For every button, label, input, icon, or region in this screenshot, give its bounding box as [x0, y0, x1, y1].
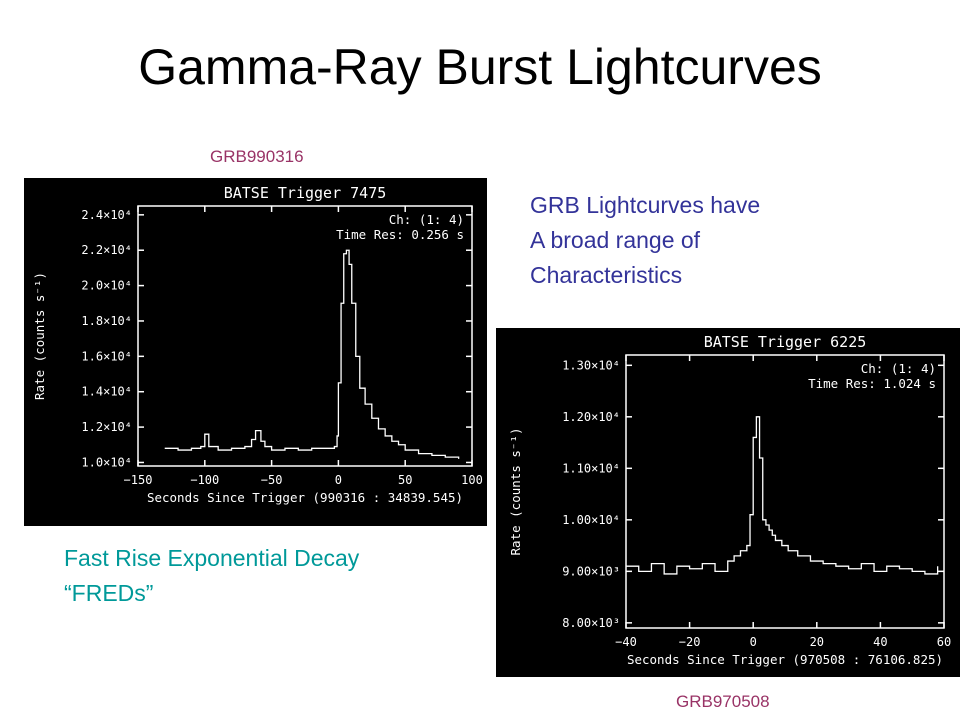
- y-tick-label: 1.8×10⁴: [81, 314, 132, 328]
- y-tick-label: 1.30×10⁴: [562, 358, 620, 372]
- y-tick-label: 2.2×10⁴: [81, 243, 132, 257]
- grb970508-label: GRB970508: [676, 692, 770, 711]
- x-axis-label: Seconds Since Trigger (970508 : 76106.82…: [627, 652, 943, 667]
- x-tick-label: 0: [750, 635, 757, 649]
- y-tick-label: 1.00×10⁴: [562, 513, 620, 527]
- x-tick-label: −40: [615, 635, 637, 649]
- description-line-3: Characteristics: [530, 262, 683, 288]
- chart-title: BATSE Trigger 6225: [704, 333, 867, 351]
- x-tick-label: 60: [937, 635, 951, 649]
- y-tick-label: 1.2×10⁴: [81, 420, 132, 434]
- y-tick-label: 1.4×10⁴: [81, 385, 132, 399]
- chart-info-text: Time Res: 0.256 s: [336, 227, 464, 242]
- chart-info-text: Time Res: 1.024 s: [808, 376, 936, 391]
- chart-panel-6225: BATSE Trigger 6225 Ch: (1: 4) Time Res: 1.…: [496, 328, 960, 677]
- y-tick-label: 1.0×10⁴: [81, 455, 132, 469]
- lightcurve-series: [164, 249, 460, 459]
- y-tick-label: 1.20×10⁴: [562, 410, 620, 424]
- x-tick-label: −100: [190, 473, 219, 487]
- x-tick-label: 40: [873, 635, 887, 649]
- lightcurve-chart-6225: BATSE Trigger 6225 Ch: (1: 4)Time Res: 1.…: [508, 333, 951, 667]
- slide-title: Gamma-Ray Burst Lightcurves: [138, 39, 822, 95]
- chart-info-text: Ch: (1: 4): [861, 361, 936, 376]
- x-tick-label: 100: [461, 473, 483, 487]
- y-tick-label: 2.4×10⁴: [81, 208, 132, 222]
- y-tick-label: 8.00×10³: [562, 616, 620, 630]
- y-tick-label: 9.00×10³: [562, 564, 620, 578]
- plot-frame: [625, 354, 945, 629]
- y-tick-label: 1.10×10⁴: [562, 461, 620, 475]
- description-text: GRB Lightcurves have A broad range of Ch…: [530, 188, 760, 293]
- plot-frame: [137, 205, 473, 467]
- y-tick-label: 2.0×10⁴: [81, 279, 132, 293]
- chart-title: BATSE Trigger 7475: [224, 184, 387, 202]
- x-tick-label: 0: [335, 473, 342, 487]
- description-line-1: GRB Lightcurves have: [530, 192, 761, 218]
- x-axis-label: Seconds Since Trigger (990316 : 34839.54…: [147, 490, 463, 505]
- chart-panel-7475: BATSE Trigger 7475 Ch: (1: 4) Time Res: 0.…: [24, 178, 487, 526]
- grb990316-label: GRB990316: [210, 147, 304, 166]
- x-tick-label: −50: [261, 473, 283, 487]
- x-tick-label: −20: [679, 635, 701, 649]
- x-tick-label: 20: [810, 635, 824, 649]
- x-tick-label: 50: [398, 473, 412, 487]
- y-axis-label: Rate (counts s⁻¹): [32, 272, 47, 400]
- fred-line-1: Fast Rise Exponential Decay: [64, 545, 360, 571]
- fred-line-2: “FREDs”: [64, 580, 154, 606]
- chart-info-text: Ch: (1: 4): [389, 212, 464, 227]
- lightcurve-series: [626, 416, 939, 575]
- x-tick-label: −150: [124, 473, 153, 487]
- y-axis-label: Rate (counts s⁻¹): [508, 428, 523, 556]
- fred-text: Fast Rise Exponential Decay “FREDs”: [64, 541, 359, 611]
- description-line-2: A broad range of: [530, 227, 701, 253]
- y-tick-label: 1.6×10⁴: [81, 349, 132, 363]
